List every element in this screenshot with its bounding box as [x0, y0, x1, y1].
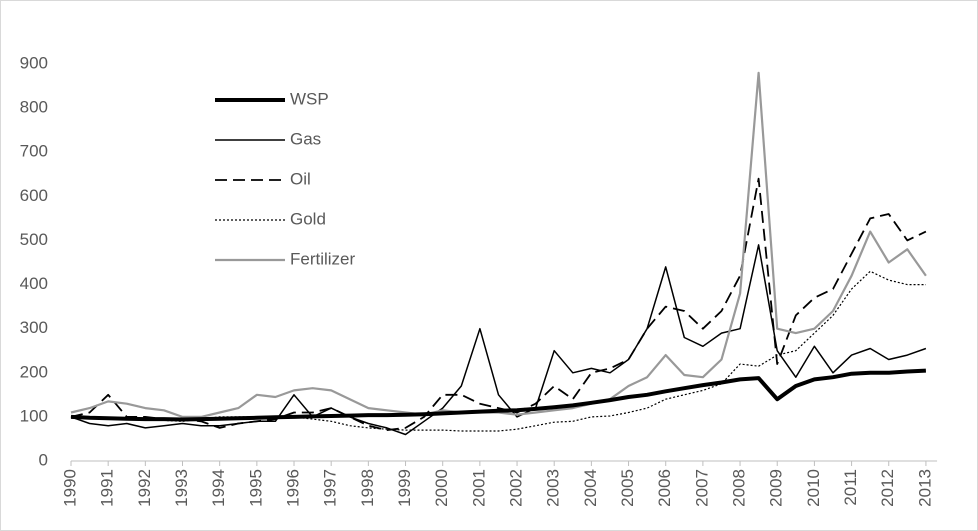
x-tick-label: 1999: [395, 469, 414, 507]
x-tick-label: 2009: [767, 469, 786, 507]
x-tick-label: 2002: [507, 469, 526, 507]
y-tick-label: 900: [20, 53, 48, 72]
legend-label: Gas: [290, 129, 321, 148]
legend-label: WSP: [290, 89, 329, 108]
x-tick-label: 2006: [655, 469, 674, 507]
legend-label: Oil: [290, 169, 311, 188]
x-tick-label: 1990: [60, 469, 79, 507]
y-tick-label: 800: [20, 98, 48, 117]
x-tick-label: 1991: [98, 469, 117, 507]
y-tick-label: 500: [20, 230, 48, 249]
x-tick-label: 1997: [321, 469, 340, 507]
x-tick-label: 2012: [878, 469, 897, 507]
x-tick-label: 2008: [730, 469, 749, 507]
y-tick-label: 200: [20, 362, 48, 381]
x-tick-label: 2001: [469, 469, 488, 507]
x-tick-label: 1996: [284, 469, 303, 507]
x-tick-label: 2005: [618, 469, 637, 507]
series-line: [70, 244, 927, 436]
x-tick-label: 2011: [841, 469, 860, 506]
x-tick-label: 2003: [544, 469, 563, 507]
x-tick-label: 1994: [209, 469, 228, 507]
y-tick-label: 700: [20, 142, 48, 161]
series-line: [70, 177, 927, 431]
x-tick-label: 2004: [581, 469, 600, 507]
y-tick-label: 600: [20, 186, 48, 205]
y-tick-label: 0: [39, 450, 48, 469]
x-tick-label: 2013: [915, 469, 934, 507]
x-tick-label: 2010: [804, 469, 823, 507]
legend-label: Gold: [290, 209, 326, 228]
x-tick-label: 2000: [432, 469, 451, 507]
x-tick-label: 1998: [358, 469, 377, 507]
series-line: [70, 368, 926, 422]
y-tick-label: 300: [20, 318, 48, 337]
x-tick-label: 1993: [172, 469, 191, 507]
series-line: [71, 270, 926, 432]
x-tick-label: 1995: [246, 469, 265, 507]
y-tick-label: 400: [20, 274, 48, 293]
y-tick-label: 100: [20, 406, 48, 425]
legend-label: Fertilizer: [290, 249, 356, 268]
x-tick-label: 2007: [692, 469, 711, 507]
x-tick-label: 1992: [135, 469, 154, 507]
